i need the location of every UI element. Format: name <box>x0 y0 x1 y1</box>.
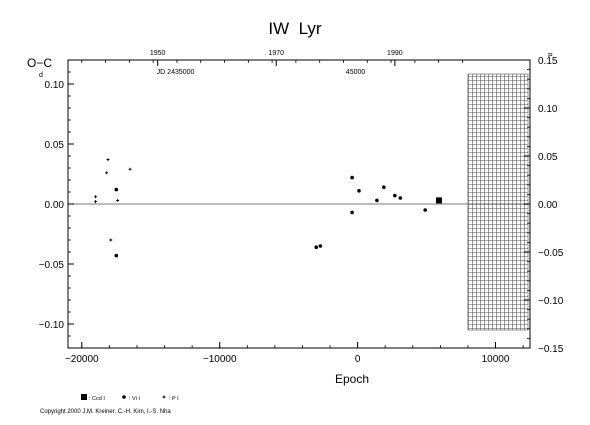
right-tick-label: 0.05 <box>538 152 558 163</box>
visual-point <box>357 189 361 193</box>
left-y-axis: −0.10 −0.05 0.00 0.05 0.10 <box>39 80 74 331</box>
visual-point <box>114 187 119 192</box>
jd-label: JD 2435000 <box>157 69 195 76</box>
photographic-point <box>105 171 109 175</box>
visual-point <box>350 175 354 180</box>
right-y-axis: −0.15 −0.10 −0.05 0.00 0.05 0.10 0.15 <box>524 56 564 355</box>
copyright-text: Copyright 2000 J.M. Kreiner, C.-H. Kim, … <box>40 409 171 415</box>
right-tick-label: −0.10 <box>538 296 564 307</box>
y-tick-label: 0.10 <box>45 80 65 91</box>
legend-label: : Ccd I <box>89 396 105 402</box>
right-tick-label: 0.15 <box>538 56 558 67</box>
right-tick-label: 0.10 <box>538 104 558 115</box>
jd-label: 45000 <box>346 69 366 76</box>
visual-point <box>122 395 126 399</box>
photographic-point <box>94 200 98 204</box>
ccd-point <box>435 197 442 204</box>
visual-point <box>375 198 379 203</box>
right-tick-label: −0.05 <box>538 248 564 259</box>
visual-point <box>423 208 427 212</box>
x-axis: −20000 −10000 0 10000 <box>65 342 510 365</box>
photographic-point <box>162 395 166 399</box>
visual-point <box>114 253 119 258</box>
visual-point <box>398 196 403 200</box>
right-axis-unit: P <box>548 53 553 60</box>
y-tick-label: −0.10 <box>39 320 65 331</box>
photographic-point <box>116 198 120 202</box>
year-tick-label: 1950 <box>150 50 166 57</box>
x-axis-label: Epoch <box>335 372 369 386</box>
hatched-rect <box>467 73 529 331</box>
y-tick-label: 0.00 <box>45 200 65 211</box>
year-tick-label: 1990 <box>387 50 403 57</box>
visual-point <box>393 193 397 198</box>
x-tick-label: 0 <box>355 354 361 365</box>
y-axis-unit: d <box>39 72 43 79</box>
visual-point <box>382 185 386 189</box>
legend-label: : P I <box>169 396 179 402</box>
y-axis-label-text: O−C <box>27 56 52 70</box>
photographic-point <box>109 238 113 242</box>
y-axis-label: O−C d <box>27 56 52 79</box>
visual-point <box>350 210 354 215</box>
visual-point <box>314 245 319 249</box>
y-tick-label: 0.05 <box>45 140 65 151</box>
photographic-point <box>94 195 98 199</box>
y-tick-label: −0.05 <box>39 260 65 271</box>
photographic-point <box>106 158 110 162</box>
legend-label: : Vi I <box>129 396 140 402</box>
jd-labels: JD 2435000 45000 <box>157 69 366 76</box>
x-tick-label: −20000 <box>65 354 99 365</box>
photographic-point <box>128 167 132 171</box>
ccd-point <box>81 394 87 400</box>
data-points <box>94 158 442 258</box>
right-tick-label: −0.15 <box>538 344 564 355</box>
legend: : Ccd I : Vi I : P I <box>81 394 179 402</box>
year-tick-label: 1970 <box>268 50 284 57</box>
x-tick-label: 10000 <box>482 354 510 365</box>
future-hatched-region <box>467 73 529 331</box>
visual-point <box>318 244 323 248</box>
right-tick-label: 0.00 <box>538 200 558 211</box>
top-year-axis: 1950 1970 1990 <box>81 50 463 66</box>
minor-ticks <box>68 69 530 348</box>
chart-title: IW Lyr <box>268 19 322 38</box>
x-tick-label: −10000 <box>203 354 237 365</box>
